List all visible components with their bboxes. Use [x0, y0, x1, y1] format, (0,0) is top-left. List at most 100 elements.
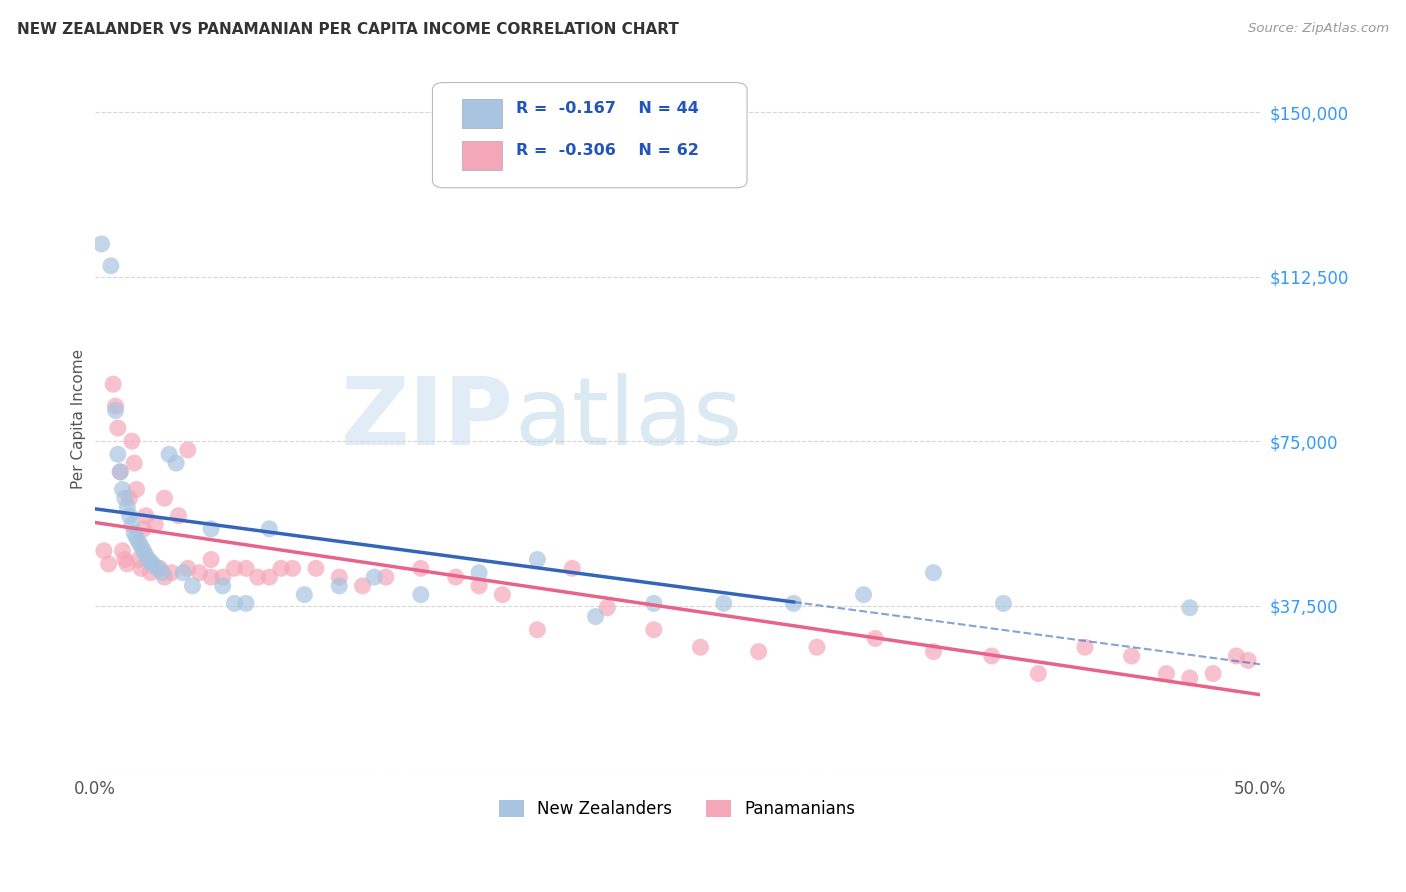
Point: [100, 259, 122, 273]
Point: [118, 491, 141, 505]
Point: [863, 632, 886, 646]
Text: Source: ZipAtlas.com: Source: ZipAtlas.com: [1249, 22, 1389, 36]
Point: [281, 561, 304, 575]
Point: [1178, 600, 1201, 615]
Point: [200, 570, 222, 584]
Point: [107, 421, 129, 435]
Point: [122, 526, 145, 541]
FancyBboxPatch shape: [433, 83, 747, 188]
Point: [111, 543, 134, 558]
Point: [129, 561, 152, 575]
Point: [115, 500, 138, 514]
Point: [157, 447, 180, 461]
Point: [352, 579, 374, 593]
Point: [643, 596, 665, 610]
Point: [167, 508, 190, 523]
Point: [104, 399, 127, 413]
Bar: [461, 99, 502, 128]
Point: [136, 552, 159, 566]
Point: [1202, 666, 1225, 681]
Point: [121, 434, 143, 449]
Point: [782, 596, 804, 610]
Point: [121, 517, 143, 532]
Point: [114, 552, 136, 566]
Point: [561, 561, 583, 575]
Point: [181, 579, 204, 593]
Point: [1178, 671, 1201, 685]
Point: [97, 557, 120, 571]
Point: [363, 570, 385, 584]
Point: [211, 579, 233, 593]
Point: [143, 517, 166, 532]
Point: [585, 609, 607, 624]
Point: [526, 552, 548, 566]
Point: [328, 570, 350, 584]
Point: [153, 570, 176, 584]
Point: [491, 588, 513, 602]
Point: [150, 566, 173, 580]
Point: [146, 561, 169, 575]
Point: [90, 236, 112, 251]
Point: [270, 561, 292, 575]
Text: ZIP: ZIP: [342, 373, 515, 466]
Text: atlas: atlas: [515, 373, 742, 466]
Point: [128, 552, 150, 566]
Point: [135, 548, 157, 562]
Point: [224, 596, 246, 610]
Point: [1156, 666, 1178, 681]
Point: [139, 555, 162, 569]
Point: [1028, 666, 1050, 681]
Text: NEW ZEALANDER VS PANAMANIAN PER CAPITA INCOME CORRELATION CHART: NEW ZEALANDER VS PANAMANIAN PER CAPITA I…: [17, 22, 679, 37]
Point: [980, 648, 1002, 663]
Legend: New Zealanders, Panamanians: New Zealanders, Panamanians: [492, 793, 862, 825]
Point: [224, 561, 246, 575]
Point: [177, 561, 200, 575]
Point: [111, 483, 134, 497]
Bar: [461, 141, 502, 170]
Point: [922, 645, 945, 659]
Point: [135, 508, 157, 523]
Point: [114, 491, 136, 505]
Point: [689, 640, 711, 655]
Point: [104, 403, 127, 417]
Point: [103, 377, 125, 392]
Point: [235, 561, 257, 575]
Point: [235, 596, 257, 610]
Point: [993, 596, 1015, 610]
Point: [172, 566, 194, 580]
Point: [125, 483, 148, 497]
Point: [200, 522, 222, 536]
Point: [122, 456, 145, 470]
Point: [748, 645, 770, 659]
Point: [200, 552, 222, 566]
Point: [468, 566, 491, 580]
Point: [142, 557, 165, 571]
Point: [259, 522, 281, 536]
Point: [125, 531, 148, 545]
Point: [139, 566, 162, 580]
Point: [118, 508, 141, 523]
Y-axis label: Per Capita Income: Per Capita Income: [72, 349, 86, 490]
Text: R =  -0.167    N = 44: R = -0.167 N = 44: [516, 101, 699, 116]
Point: [132, 543, 155, 558]
Point: [108, 465, 131, 479]
Point: [806, 640, 828, 655]
Point: [1121, 648, 1143, 663]
Point: [259, 570, 281, 584]
Point: [292, 588, 315, 602]
Point: [852, 588, 875, 602]
Point: [115, 557, 138, 571]
Point: [160, 566, 183, 580]
Point: [132, 522, 155, 536]
Point: [128, 535, 150, 549]
Point: [444, 570, 467, 584]
Point: [108, 465, 131, 479]
Point: [93, 543, 115, 558]
Point: [165, 456, 187, 470]
Point: [526, 623, 548, 637]
Point: [468, 579, 491, 593]
Point: [1237, 653, 1260, 667]
Point: [246, 570, 269, 584]
Point: [177, 442, 200, 457]
Point: [149, 561, 172, 575]
